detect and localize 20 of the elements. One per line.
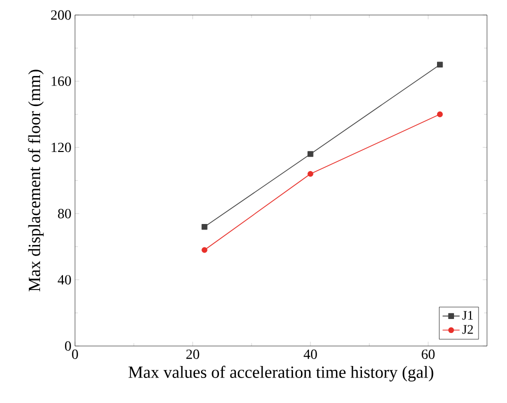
- point: [202, 247, 208, 253]
- y-tick-label: 0: [65, 341, 71, 351]
- y-tick-label: 80: [58, 208, 71, 218]
- y-tick-label: 40: [58, 275, 71, 285]
- point: [308, 170, 314, 177]
- x-tick-label: 0: [72, 350, 78, 359]
- point: [437, 111, 443, 118]
- x-tick-label: 60: [422, 350, 435, 359]
- point: [437, 62, 443, 68]
- legend-label: J2: [462, 325, 473, 334]
- point: [308, 151, 314, 157]
- y-tick-label: 160: [52, 76, 71, 86]
- x-axis-title: Max values of acceleration time history (gal): [128, 366, 434, 382]
- point: [202, 224, 208, 230]
- legend-label: J1: [462, 311, 473, 320]
- y-tick-label: 120: [52, 142, 71, 152]
- y-tick-label: 200: [51, 10, 71, 20]
- x-tick-label: 40: [304, 350, 317, 359]
- y-axis-title: Max displacement of floor (mm): [28, 70, 44, 292]
- x-tick-label: 20: [186, 350, 200, 359]
